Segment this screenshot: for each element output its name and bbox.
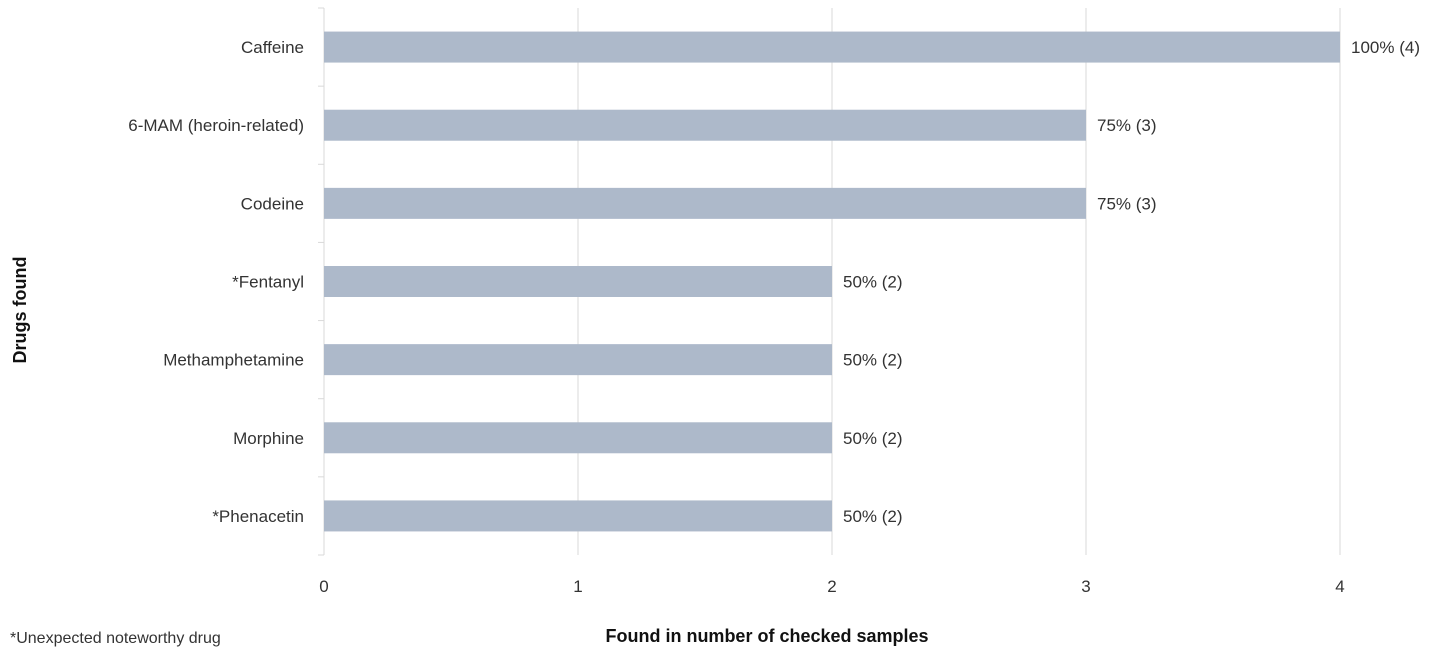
y-axis (318, 7, 325, 556)
data-label: 75% (3) (1097, 116, 1157, 135)
footnote: *Unexpected noteworthy drug (10, 630, 221, 647)
bar (324, 109, 1086, 141)
category-label: *Fentanyl (232, 273, 304, 292)
x-tick-label: 3 (1081, 577, 1090, 596)
category-label: Caffeine (241, 38, 304, 57)
x-tick-label: 1 (573, 577, 582, 596)
data-label: 75% (3) (1097, 194, 1157, 213)
y-axis-title: Drugs found (10, 257, 30, 364)
data-label: 50% (2) (843, 507, 903, 526)
category-label: Methamphetamine (163, 351, 304, 370)
data-label: 50% (2) (843, 429, 903, 448)
x-tick-label: 0 (319, 577, 328, 596)
data-label: 50% (2) (843, 351, 903, 370)
category-label: Codeine (241, 194, 304, 213)
bar (324, 422, 832, 454)
bar (324, 31, 1340, 63)
x-tick-label: 2 (827, 577, 836, 596)
data-label: 100% (4) (1351, 38, 1420, 57)
labels: 0 1 2 3 4 Caffeine 100% (4) 6-MAM (heroin-relat… (128, 38, 1420, 596)
data-label: 50% (2) (843, 273, 903, 292)
x-axis-title: Found in number of checked samples (605, 626, 928, 646)
x-tick-label: 4 (1335, 577, 1344, 596)
category-label: Morphine (233, 429, 304, 448)
bar (324, 187, 1086, 219)
category-label: 6-MAM (heroin-related) (128, 116, 304, 135)
category-label: *Phenacetin (212, 507, 304, 526)
bar (324, 266, 832, 297)
bar (324, 344, 832, 376)
bars (324, 31, 1340, 532)
bar (324, 500, 832, 532)
